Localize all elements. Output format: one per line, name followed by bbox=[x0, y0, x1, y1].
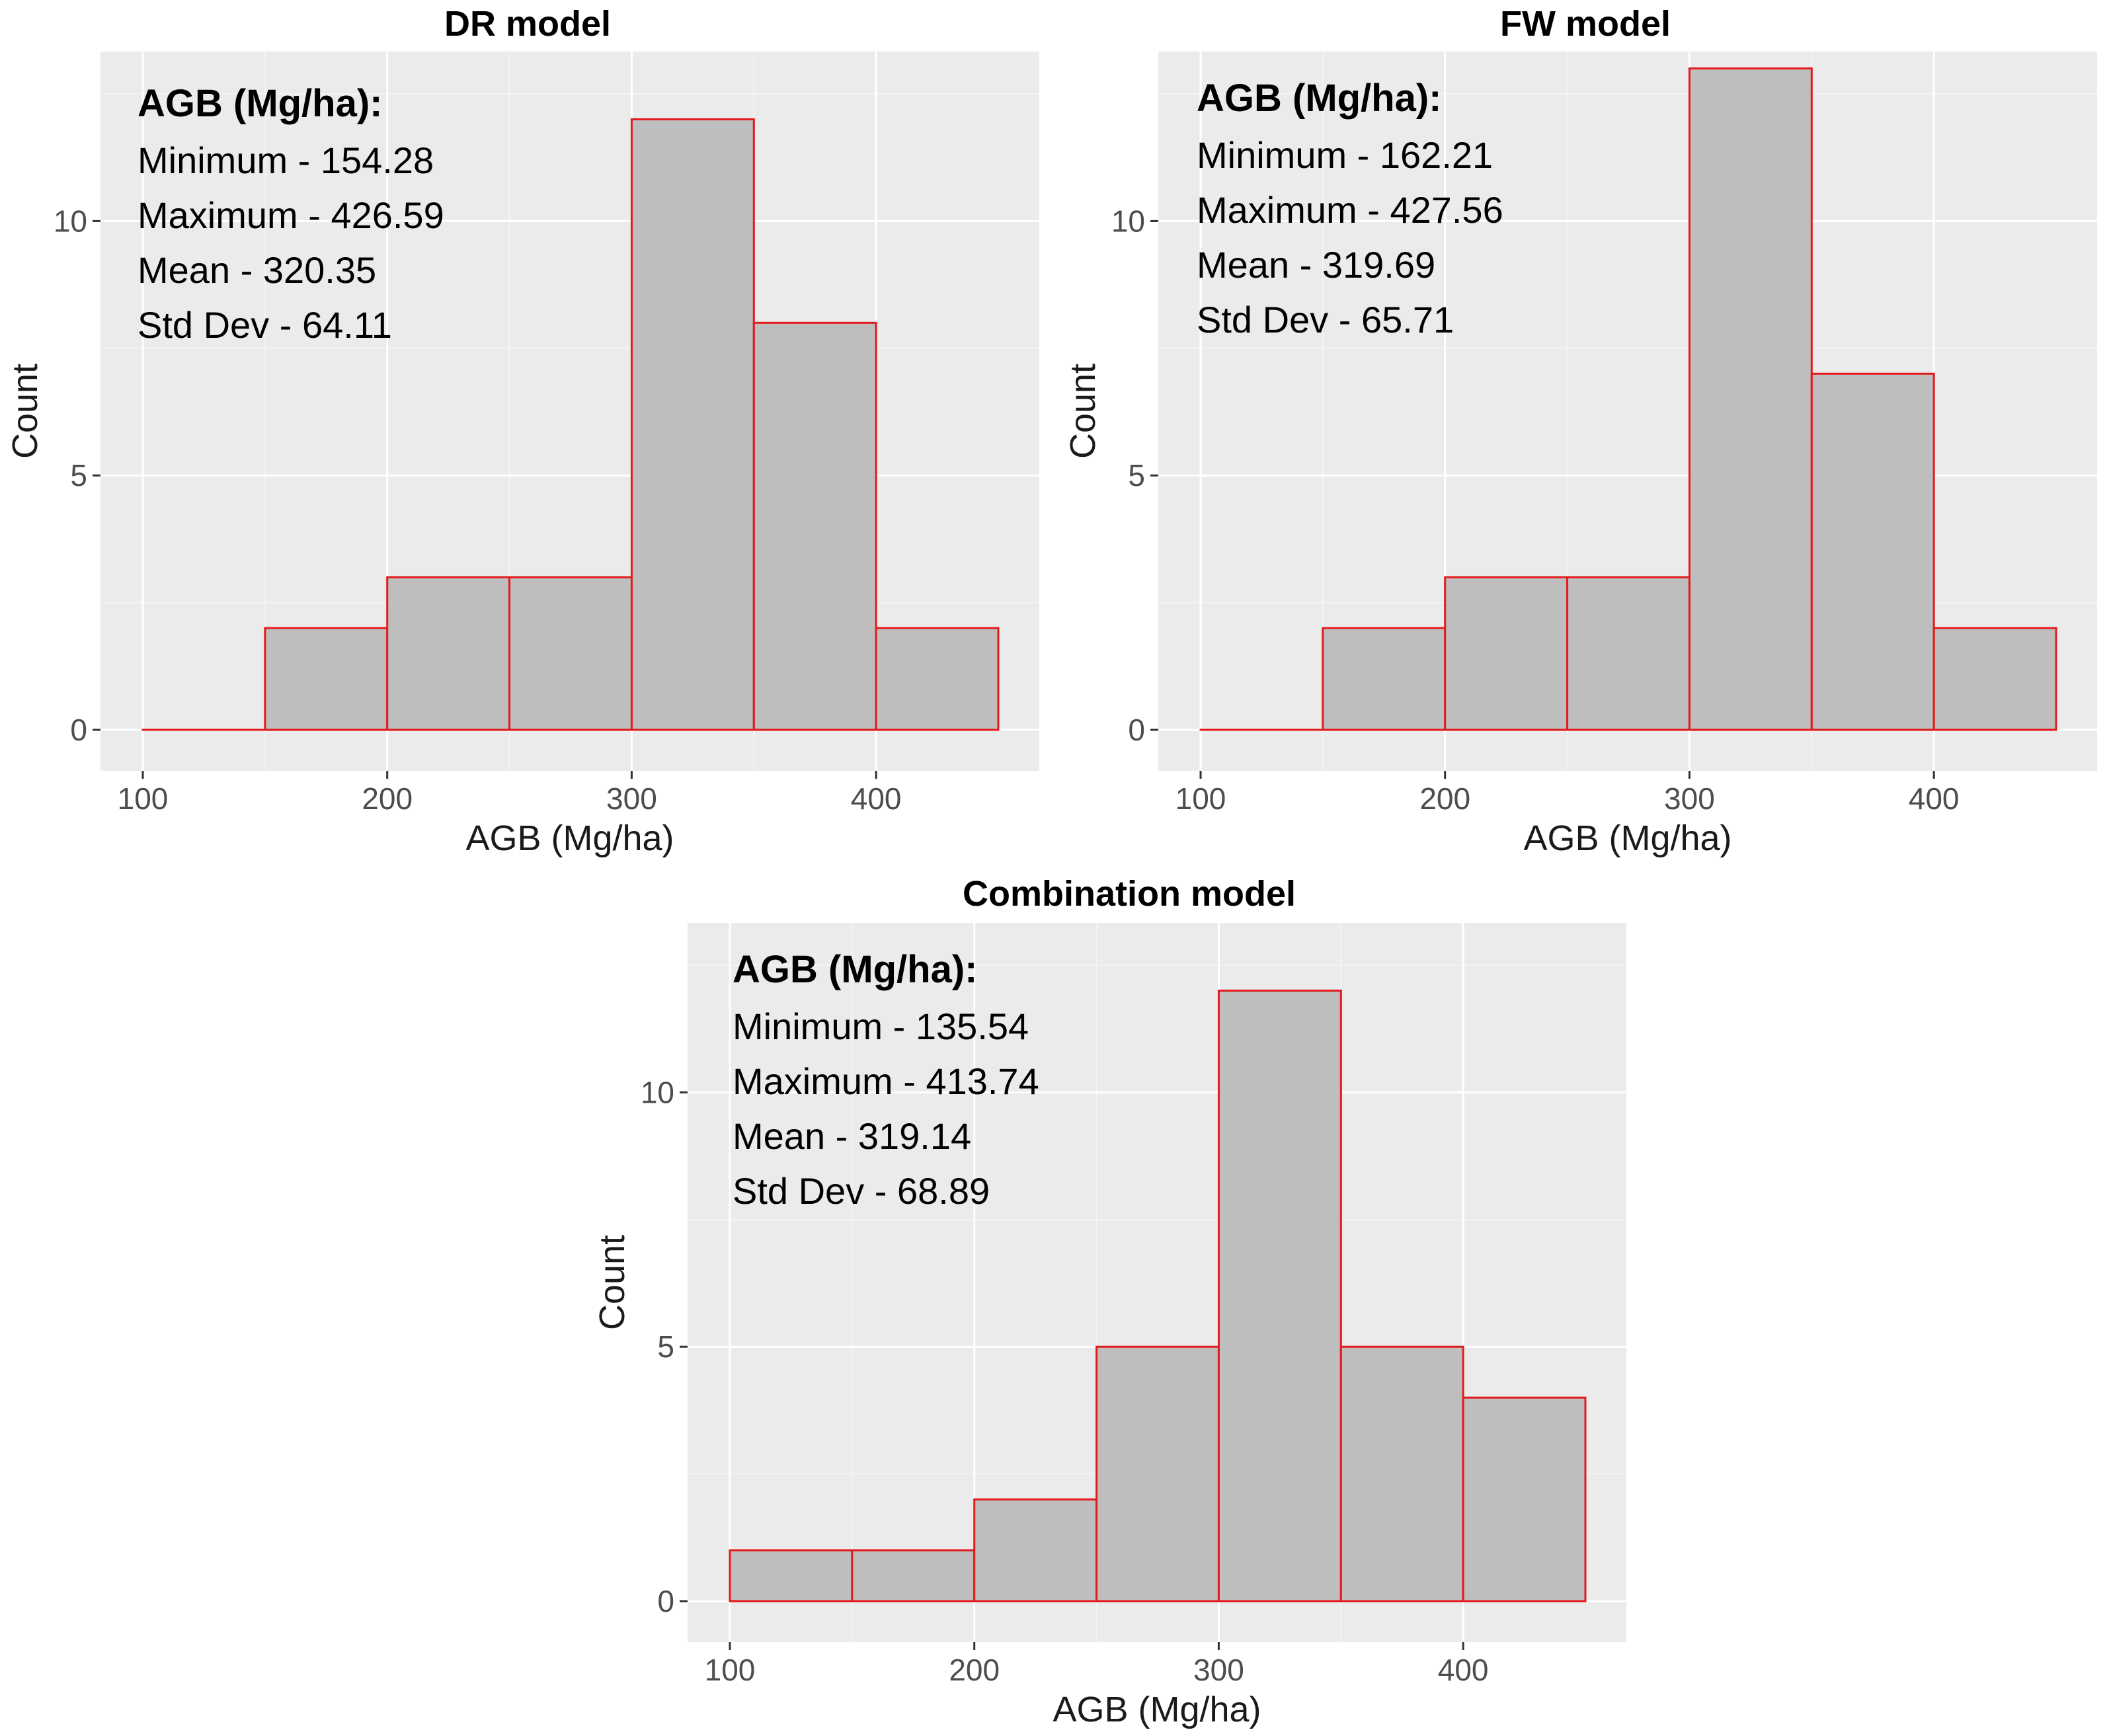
stats-heading: AGB (Mg/ha): bbox=[138, 82, 383, 125]
x-axis-label: AGB (Mg/ha) bbox=[1523, 818, 1731, 858]
stats-line: Minimum - 135.54 bbox=[733, 1006, 1029, 1047]
stats-line: Mean - 319.14 bbox=[733, 1115, 971, 1157]
histogram-bar bbox=[1688, 67, 1813, 731]
y-axis-label: Count bbox=[5, 364, 45, 459]
y-axis-label: Count bbox=[1063, 364, 1103, 459]
histogram-bar bbox=[1566, 576, 1691, 731]
chart-panel-2: 100 200 300 400 0 5 10 FW model AGB (Mg/ha) Count… bbox=[1063, 4, 2097, 858]
x-tick-label: 100 bbox=[1175, 781, 1226, 816]
histogram-bar bbox=[973, 1498, 1098, 1602]
chart-panel-1: 100 200 300 400 0 5 10 DR model AGB (Mg/ha) Count… bbox=[5, 4, 1039, 858]
histogram-bar bbox=[851, 1549, 976, 1602]
y-tick-label: 0 bbox=[657, 1584, 674, 1618]
y-tick-label: 5 bbox=[657, 1329, 674, 1364]
x-tick-label: 400 bbox=[851, 781, 902, 816]
chart-title: DR model bbox=[444, 4, 611, 44]
stats-line: Mean - 319.69 bbox=[1197, 244, 1435, 286]
stats-heading: AGB (Mg/ha): bbox=[1197, 77, 1442, 120]
y-tick-label: 0 bbox=[70, 713, 87, 747]
stats-line: Minimum - 154.28 bbox=[138, 139, 434, 181]
x-tick-label: 300 bbox=[1193, 1653, 1244, 1687]
x-tick-label: 300 bbox=[1664, 781, 1715, 816]
y-tick-label: 10 bbox=[641, 1075, 674, 1109]
x-tick-label: 200 bbox=[362, 781, 413, 816]
histogram-bar bbox=[1462, 1396, 1587, 1602]
x-axis-label: AGB (Mg/ha) bbox=[1053, 1690, 1261, 1729]
histogram-bar bbox=[386, 576, 511, 731]
chart-panel-3: 100 200 300 400 0 5 10 Combination model AGB (Mg… bbox=[592, 874, 1626, 1729]
histogram-bar bbox=[508, 576, 633, 731]
y-tick-label: 10 bbox=[1111, 204, 1145, 238]
stats-line: Std Dev - 64.11 bbox=[138, 304, 392, 346]
x-tick-label: 100 bbox=[705, 1653, 756, 1687]
histogram-bar bbox=[630, 118, 755, 731]
chart-title: FW model bbox=[1500, 4, 1671, 44]
y-tick-label: 10 bbox=[54, 204, 87, 238]
stats-line: Maximum - 426.59 bbox=[138, 194, 444, 236]
x-tick-label: 200 bbox=[949, 1653, 1000, 1687]
histogram-bar bbox=[729, 1549, 854, 1602]
stats-line: Minimum - 162.21 bbox=[1197, 134, 1493, 176]
x-tick-label: 100 bbox=[118, 781, 169, 816]
stats-annotation: AGB (Mg/ha): Minimum - 162.21 Maximum - 42… bbox=[1197, 77, 1503, 340]
histogram-bar bbox=[1095, 1345, 1220, 1602]
x-tick-label: 400 bbox=[1438, 1653, 1489, 1687]
x-tick-label: 300 bbox=[606, 781, 657, 816]
histogram-bar bbox=[264, 627, 389, 731]
stats-line: Maximum - 413.74 bbox=[733, 1060, 1039, 1102]
histogram-bar bbox=[1932, 627, 2057, 731]
y-axis-label: Count bbox=[592, 1235, 632, 1330]
histogram-bar bbox=[1217, 989, 1342, 1602]
y-tick-label: 5 bbox=[70, 458, 87, 493]
stats-annotation: AGB (Mg/ha): Minimum - 135.54 Maximum - 41… bbox=[733, 948, 1039, 1212]
x-axis-label: AGB (Mg/ha) bbox=[465, 818, 674, 858]
stats-annotation: AGB (Mg/ha): Minimum - 154.28 Maximum - 42… bbox=[138, 82, 444, 346]
y-tick-label: 5 bbox=[1128, 458, 1145, 493]
x-tick-label: 400 bbox=[1909, 781, 1960, 816]
stats-line: Maximum - 427.56 bbox=[1197, 189, 1503, 231]
histogram-bar bbox=[752, 321, 877, 731]
x-tick-label: 200 bbox=[1419, 781, 1470, 816]
histogram-bar bbox=[1322, 627, 1447, 731]
histogram-bar bbox=[1339, 1345, 1464, 1602]
y-tick-label: 0 bbox=[1128, 713, 1145, 747]
histogram-bar bbox=[1444, 576, 1569, 731]
chart-title: Combination model bbox=[963, 874, 1296, 914]
stats-line: Std Dev - 65.71 bbox=[1197, 299, 1454, 340]
histogram-bar bbox=[875, 627, 1000, 731]
stats-line: Mean - 320.35 bbox=[138, 249, 376, 291]
stats-heading: AGB (Mg/ha): bbox=[733, 948, 978, 991]
histogram-bar bbox=[1810, 372, 1935, 731]
stats-line: Std Dev - 68.89 bbox=[733, 1170, 990, 1212]
